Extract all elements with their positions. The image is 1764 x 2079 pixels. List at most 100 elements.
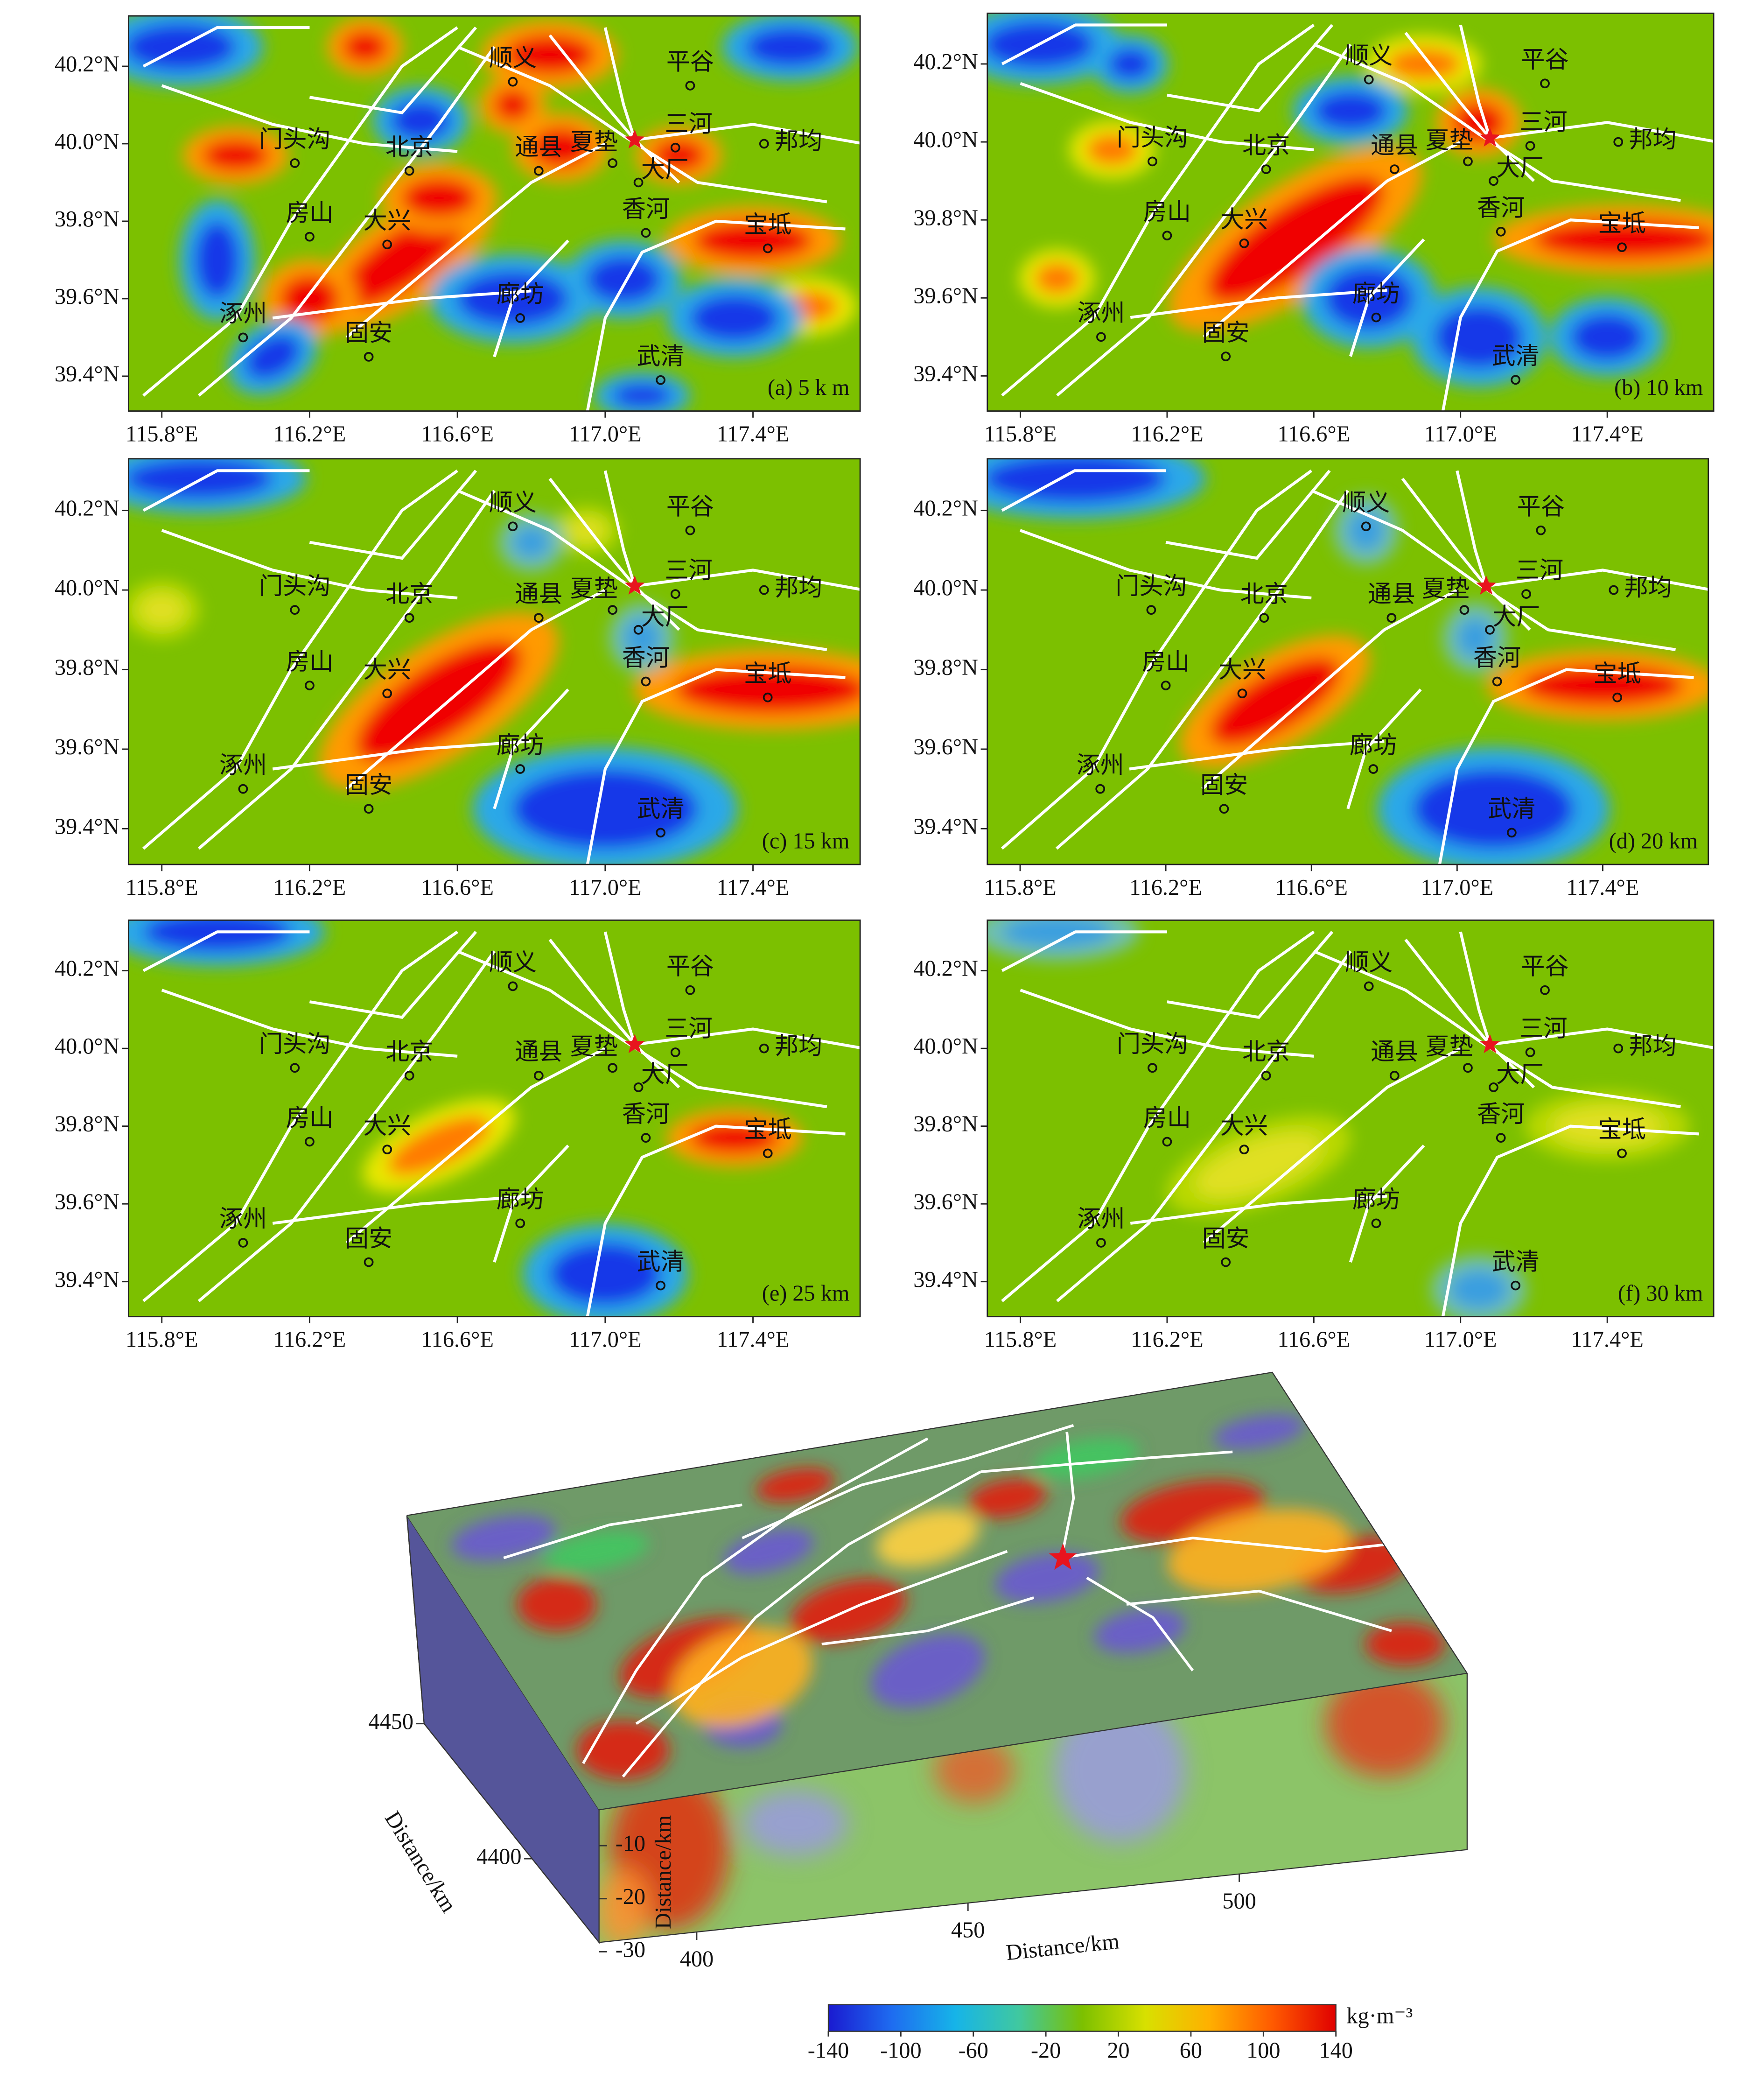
city-label: 北京 [1242, 133, 1290, 159]
city-marker [1389, 1071, 1400, 1081]
top-anomaly [1365, 1622, 1445, 1665]
top-anomaly [876, 1509, 980, 1567]
anomaly-layer [128, 16, 858, 411]
y-tick-label: 40.0°N [913, 1034, 978, 1059]
city-marker [1364, 981, 1374, 991]
city-label: 大厂 [1492, 604, 1540, 630]
fault-line [309, 26, 477, 114]
panel-frame [987, 12, 1715, 412]
city-label: 房山 [286, 649, 333, 675]
fault-line [1313, 43, 1681, 202]
z-tick-label-3d: -10 [616, 1831, 645, 1856]
anomaly-core [1196, 1133, 1322, 1197]
city-marker [1146, 605, 1156, 615]
anomaly-core [128, 458, 273, 499]
x-tick-label-3d: 400 [680, 1947, 714, 1972]
fault-line [1001, 930, 1315, 1302]
city-label: 涿州 [1077, 300, 1125, 327]
x-tick-label: 116.2°E [273, 1327, 346, 1352]
fault-line [142, 26, 458, 397]
city-marker [290, 1063, 300, 1073]
city-marker [1361, 521, 1371, 532]
fault-line [142, 26, 310, 68]
city-label: 门头沟 [1117, 1031, 1188, 1058]
city-marker [759, 585, 769, 595]
city-marker [1540, 985, 1550, 995]
x-tick-label: 116.6°E [421, 422, 494, 447]
colorbar-tick-label: -60 [959, 2038, 988, 2063]
city-marker [1386, 613, 1397, 623]
fault-line [142, 469, 458, 850]
fault-line [1438, 668, 1694, 865]
city-marker [1389, 164, 1400, 174]
city-label: 夏垫 [1422, 576, 1470, 603]
fault-line [1441, 218, 1699, 411]
city-label: 武清 [637, 796, 684, 822]
fault-line [1203, 140, 1462, 338]
city-label: 门头沟 [259, 126, 330, 153]
front-anomaly [1325, 1673, 1445, 1777]
city-marker [1371, 312, 1381, 323]
y-tick-label: 39.6°N [55, 284, 119, 309]
x-tick-label-3d: 450 [951, 1917, 985, 1942]
city-marker [1489, 1082, 1498, 1092]
anomaly-core [1210, 658, 1340, 745]
city-marker [508, 981, 518, 991]
y-tick-label: 39.8°N [913, 655, 978, 680]
city-label: 固安 [345, 1225, 392, 1252]
city-label: 夏垫 [570, 1034, 618, 1061]
y-tick-label: 40.2°N [913, 49, 978, 74]
fault-line [1201, 589, 1458, 790]
anomaly-core [512, 526, 550, 558]
city-label: 门头沟 [1115, 573, 1187, 600]
colorbar-tick-label: 100 [1246, 2038, 1280, 2063]
x-tick-label: 117.4°E [1567, 875, 1639, 900]
fault-line [1165, 470, 1331, 560]
city-label: 固安 [1200, 772, 1248, 799]
city-label: 大厂 [641, 604, 689, 630]
city-label: 房山 [1143, 199, 1191, 225]
fault-line [1130, 1194, 1387, 1225]
anomaly-core [550, 1243, 661, 1305]
fault-line [345, 142, 606, 339]
fault-line [1056, 43, 1352, 397]
top-anomaly [517, 1578, 596, 1631]
fault-line [1001, 23, 1315, 397]
fault-line [197, 46, 496, 397]
y-tick-label: 40.0°N [913, 127, 978, 152]
anomaly-core [1387, 48, 1461, 80]
fault-line [603, 27, 637, 140]
city-marker [1489, 176, 1498, 186]
epicenter-star [624, 129, 645, 149]
fault-line [1349, 1145, 1425, 1263]
fault-line [456, 950, 827, 1109]
y-tick-label: 39.8°N [913, 1112, 978, 1137]
city-marker [759, 1043, 769, 1054]
city-label: 通县 [515, 581, 562, 608]
anomaly-core [1002, 920, 1112, 948]
city-marker [1261, 164, 1271, 174]
block-edge [599, 1672, 1468, 1811]
fault-line [1001, 930, 1167, 972]
epicenter-star [624, 575, 645, 595]
y-tick-label: 40.2°N [913, 496, 978, 521]
x-tick-label: 117.0°E [1421, 875, 1494, 900]
x-tick-label-3d: 500 [1222, 1889, 1256, 1913]
fault-line [1129, 739, 1385, 771]
city-marker [763, 692, 773, 702]
x-tick-label: 117.4°E [717, 875, 790, 900]
fault-line [1130, 288, 1387, 319]
top-anomaly [723, 1528, 814, 1574]
colorbar [827, 2004, 1337, 2032]
city-marker [1536, 525, 1546, 535]
anomaly-core [1108, 48, 1153, 80]
anomaly-core [587, 256, 661, 303]
colorbar-tick-label: 140 [1319, 2038, 1352, 2063]
city-marker [608, 158, 618, 168]
x-tick-label: 116.6°E [421, 875, 494, 900]
city-label: 通县 [515, 1039, 562, 1066]
city-marker [1368, 764, 1379, 774]
